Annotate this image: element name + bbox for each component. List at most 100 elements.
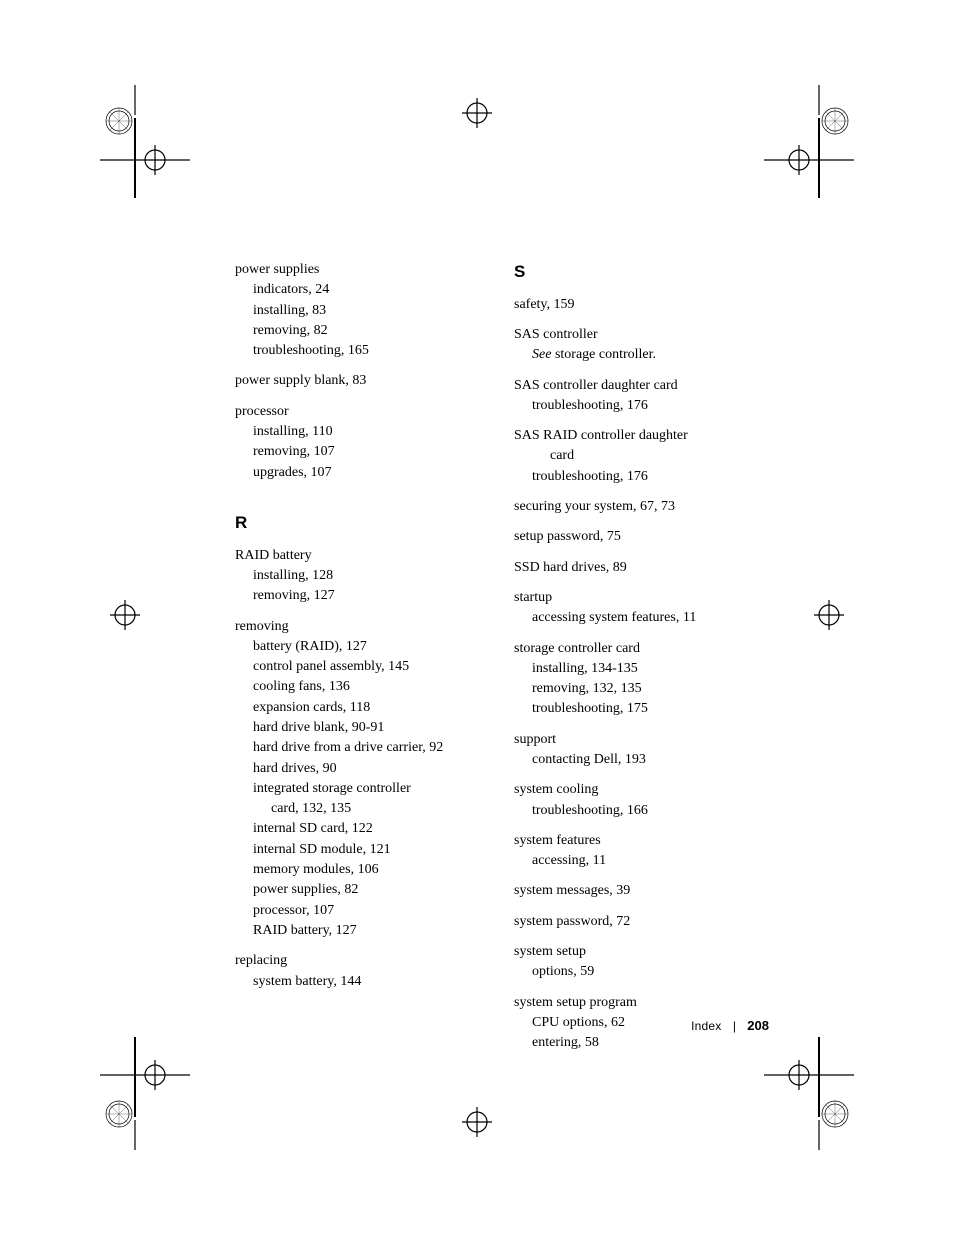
index-entry: system features accessing, 11 <box>514 831 765 872</box>
index-right-column: S safety, 159 SAS controller See storage… <box>514 260 765 1064</box>
crop-mark-bottom-center <box>462 1107 492 1137</box>
index-sub: removing, 82 <box>235 321 486 341</box>
footer-label: Index <box>691 1019 721 1033</box>
index-head: support <box>514 730 765 750</box>
index-sub: installing, 83 <box>235 301 486 321</box>
crop-mark-top-right <box>764 85 854 195</box>
index-entry: power supply blank, 83 <box>235 371 486 391</box>
index-sub: internal SD module, 121 <box>235 840 486 860</box>
index-entry: system messages, 39 <box>514 881 765 901</box>
index-head: SSD hard drives, 89 <box>514 558 765 578</box>
page-footer: Index | 208 <box>691 1018 769 1033</box>
index-sub: installing, 134-135 <box>514 659 765 679</box>
index-head: power supplies <box>235 260 486 280</box>
index-head: system setup <box>514 942 765 962</box>
index-entry: system cooling troubleshooting, 166 <box>514 780 765 821</box>
index-head: SAS RAID controller daughter <box>514 426 765 446</box>
index-sub-italic: See <box>532 347 551 362</box>
index-sub: troubleshooting, 176 <box>514 467 765 487</box>
index-head: system cooling <box>514 780 765 800</box>
index-sub: expansion cards, 118 <box>235 698 486 718</box>
index-entry: SSD hard drives, 89 <box>514 558 765 578</box>
index-entry: system password, 72 <box>514 912 765 932</box>
index-sub: battery (RAID), 127 <box>235 637 486 657</box>
index-section-letter-r: R <box>235 511 486 536</box>
index-entry: startup accessing system features, 11 <box>514 588 765 629</box>
index-sub: hard drives, 90 <box>235 759 486 779</box>
index-sub: integrated storage controller <box>235 779 486 799</box>
index-sub: indicators, 24 <box>235 280 486 300</box>
index-entry: setup password, 75 <box>514 527 765 547</box>
index-sub: upgrades, 107 <box>235 463 486 483</box>
index-head: startup <box>514 588 765 608</box>
index-sub: installing, 110 <box>235 422 486 442</box>
index-entry: securing your system, 67, 73 <box>514 497 765 517</box>
index-entry: RAID battery installing, 128 removing, 1… <box>235 546 486 607</box>
index-head: RAID battery <box>235 546 486 566</box>
crop-mark-right-center <box>814 600 844 630</box>
index-head-cont: card <box>514 446 765 466</box>
index-head: processor <box>235 402 486 422</box>
index-sub: troubleshooting, 176 <box>514 396 765 416</box>
index-sub: troubleshooting, 166 <box>514 801 765 821</box>
index-sub: entering, 58 <box>514 1033 765 1053</box>
crop-mark-top-left <box>100 85 190 195</box>
index-sub: troubleshooting, 175 <box>514 699 765 719</box>
index-entry: replacing system battery, 144 <box>235 951 486 992</box>
index-sub: processor, 107 <box>235 901 486 921</box>
index-sub: hard drive from a drive carrier, 92 <box>235 738 486 758</box>
crop-mark-left-center <box>110 600 140 630</box>
index-entry: safety, 159 <box>514 295 765 315</box>
index-page-content: power supplies indicators, 24 installing… <box>235 260 765 1064</box>
index-entry: SAS RAID controller daughter card troubl… <box>514 426 765 487</box>
index-head: securing your system, 67, 73 <box>514 497 765 517</box>
index-entry: power supplies indicators, 24 installing… <box>235 260 486 361</box>
index-entry: removing battery (RAID), 127 control pan… <box>235 617 486 942</box>
index-head: SAS controller daughter card <box>514 376 765 396</box>
index-entry: system setup options, 59 <box>514 942 765 983</box>
crop-line-bl-v <box>134 1037 136 1117</box>
index-head: replacing <box>235 951 486 971</box>
index-sub: See storage controller. <box>514 345 765 365</box>
index-section-letter-s: S <box>514 260 765 285</box>
index-sub: hard drive blank, 90-91 <box>235 718 486 738</box>
footer-separator: | <box>733 1019 736 1033</box>
index-sub: removing, 132, 135 <box>514 679 765 699</box>
index-head: power supply blank, 83 <box>235 371 486 391</box>
index-subsub: card, 132, 135 <box>235 799 486 819</box>
index-sub-rest: storage controller. <box>551 347 656 362</box>
index-sub: removing, 107 <box>235 442 486 462</box>
index-head: system features <box>514 831 765 851</box>
index-sub: memory modules, 106 <box>235 860 486 880</box>
index-head: system messages, 39 <box>514 881 765 901</box>
index-sub: installing, 128 <box>235 566 486 586</box>
index-sub: system battery, 144 <box>235 972 486 992</box>
index-head: setup password, 75 <box>514 527 765 547</box>
index-sub: removing, 127 <box>235 586 486 606</box>
index-head: system password, 72 <box>514 912 765 932</box>
index-entry: SAS controller daughter card troubleshoo… <box>514 376 765 417</box>
footer-page-number: 208 <box>747 1018 769 1033</box>
index-entry: processor installing, 110 removing, 107 … <box>235 402 486 483</box>
index-entry: SAS controller See storage controller. <box>514 325 765 366</box>
crop-mark-bottom-left <box>100 1040 190 1150</box>
index-left-column: power supplies indicators, 24 installing… <box>235 260 486 1064</box>
index-entry: support contacting Dell, 193 <box>514 730 765 771</box>
index-head: removing <box>235 617 486 637</box>
index-sub: options, 59 <box>514 962 765 982</box>
index-head: SAS controller <box>514 325 765 345</box>
crop-mark-bottom-right <box>764 1040 854 1150</box>
index-entry: storage controller card installing, 134-… <box>514 639 765 720</box>
crop-line-tr-v <box>818 118 820 198</box>
index-head: system setup program <box>514 993 765 1013</box>
crop-mark-top-center <box>462 98 492 128</box>
index-sub: contacting Dell, 193 <box>514 750 765 770</box>
index-sub: cooling fans, 136 <box>235 677 486 697</box>
crop-line-tl-v <box>134 118 136 198</box>
index-sub: internal SD card, 122 <box>235 819 486 839</box>
index-sub: power supplies, 82 <box>235 880 486 900</box>
index-sub: troubleshooting, 165 <box>235 341 486 361</box>
crop-line-br-v <box>818 1037 820 1117</box>
index-head: safety, 159 <box>514 295 765 315</box>
index-sub: accessing, 11 <box>514 851 765 871</box>
